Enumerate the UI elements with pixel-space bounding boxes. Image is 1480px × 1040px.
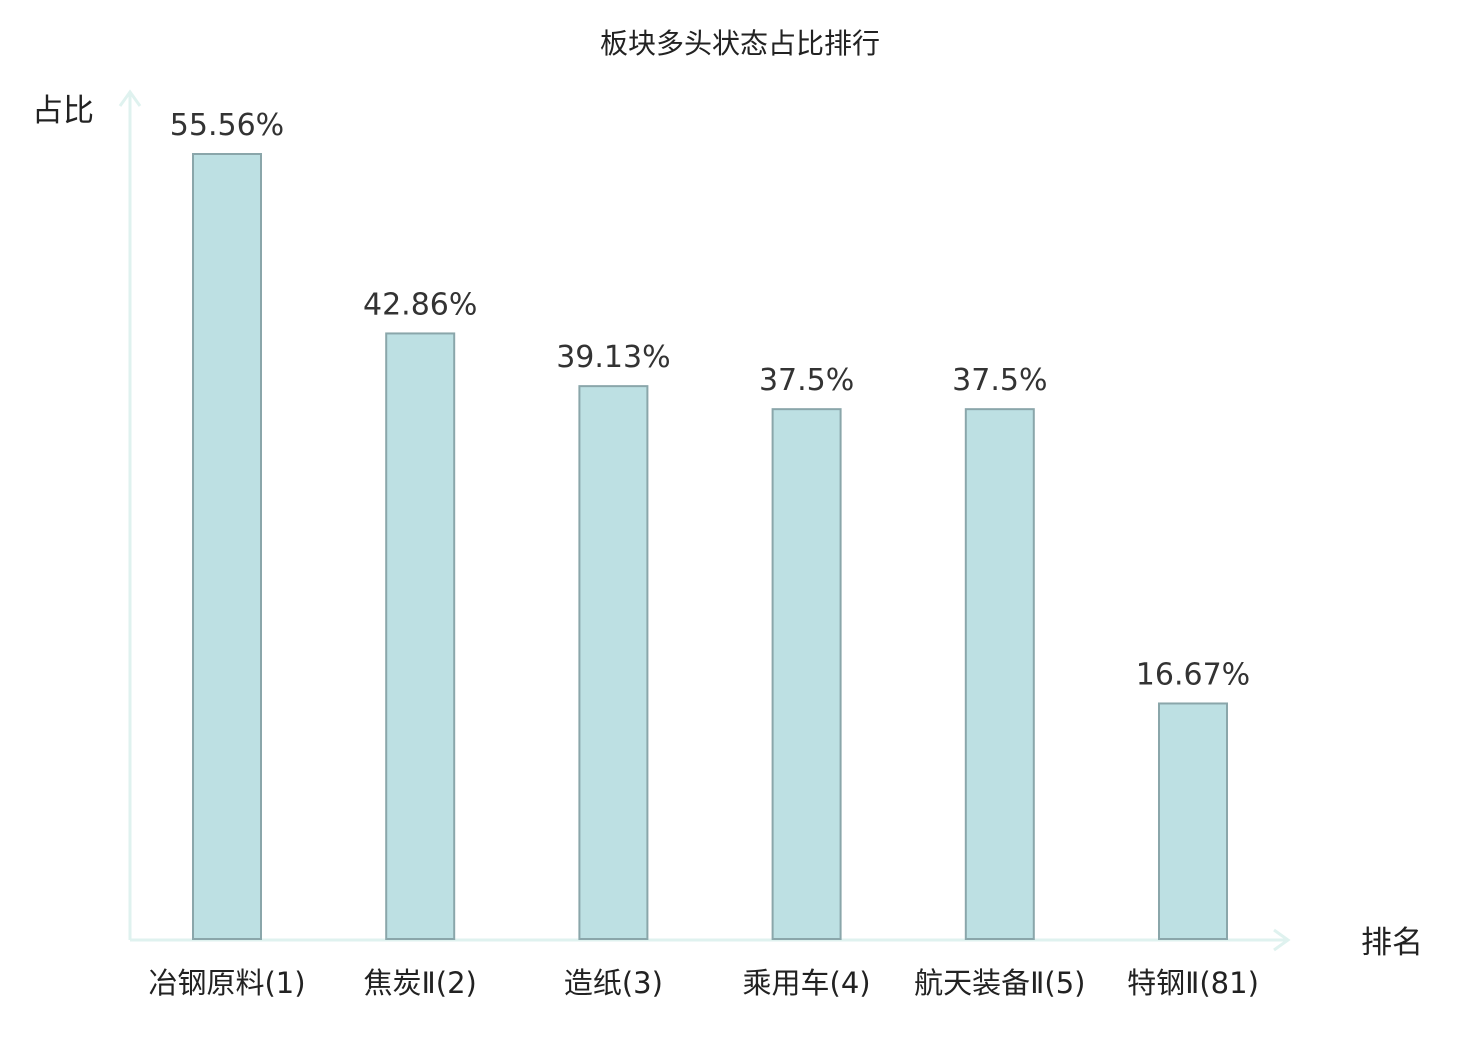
y-axis-label: 占比: [32, 93, 94, 129]
value-label-5: 37.5%: [952, 363, 1047, 398]
category-label-4: 乘用车(4): [743, 966, 871, 1000]
value-label-1: 55.56%: [170, 108, 284, 143]
x-axis-arrow-icon: [1273, 928, 1291, 952]
bar-3: [578, 385, 649, 940]
y-axis-arrow-icon: [118, 89, 142, 107]
value-label-4: 37.5%: [759, 363, 854, 398]
bar-2: [385, 332, 456, 940]
bars: [192, 153, 1228, 941]
category-label-1: 冶钢原料(1): [148, 966, 305, 1000]
axes: [118, 89, 1291, 952]
value-label-3: 39.13%: [556, 340, 670, 375]
x-axis-label: 排名: [1361, 925, 1423, 961]
chart-title: 板块多头状态占比排行: [600, 27, 880, 60]
category-labels: 冶钢原料(1) 焦炭Ⅱ(2) 造纸(3) 乘用车(4) 航天装备Ⅱ(5) 特钢Ⅱ(81): [148, 966, 1258, 1000]
value-labels: 55.56% 42.86% 39.13% 37.5% 37.5% 16.67%: [170, 108, 1250, 692]
value-label-6: 16.67%: [1136, 657, 1250, 692]
value-label-2: 42.86%: [363, 287, 477, 322]
bar-6: [1158, 702, 1228, 940]
bar-1: [192, 153, 262, 940]
category-label-6: 特钢Ⅱ(81): [1127, 966, 1259, 1000]
bar-4: [771, 408, 842, 941]
category-label-3: 造纸(3): [564, 966, 663, 1000]
bar-5: [964, 408, 1035, 941]
category-label-2: 焦炭Ⅱ(2): [364, 966, 477, 1000]
category-label-5: 航天装备Ⅱ(5): [914, 966, 1085, 1000]
